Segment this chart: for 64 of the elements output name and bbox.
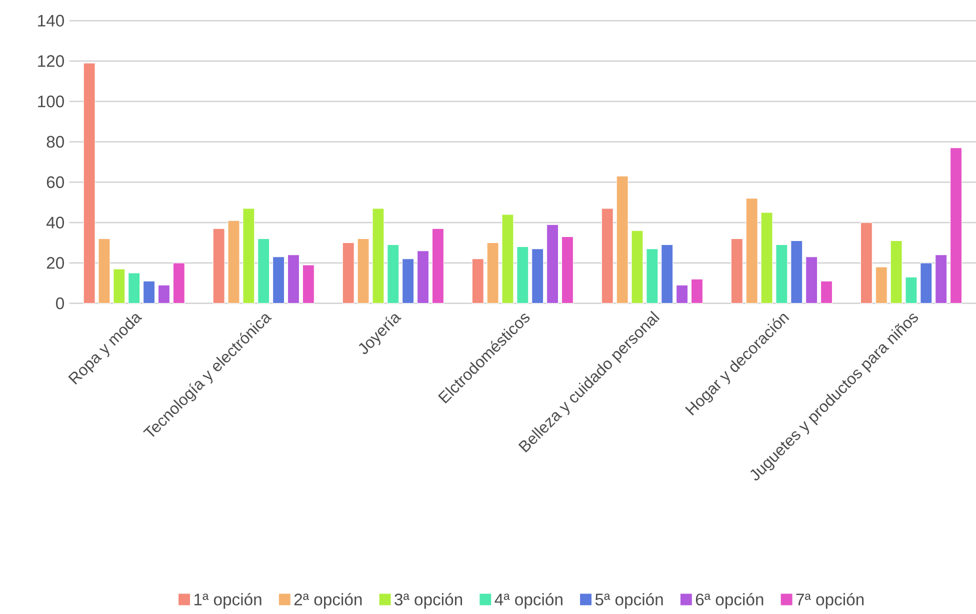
- bar: [372, 208, 384, 304]
- y-tick-label: 80: [46, 136, 64, 148]
- bar: [730, 238, 743, 304]
- legend-label: 3ª opción: [394, 592, 462, 609]
- bar: [143, 280, 156, 304]
- bar: [128, 272, 140, 304]
- y-tick-label: 120: [38, 55, 64, 67]
- legend-label: 7ª opción: [796, 592, 864, 609]
- bar: [806, 256, 818, 304]
- bar: [561, 236, 574, 304]
- bar: [98, 238, 110, 304]
- bar: [875, 266, 888, 304]
- legend-label: 6ª opción: [696, 592, 764, 609]
- bar: [432, 228, 444, 304]
- bar: [272, 256, 285, 304]
- bar: [83, 62, 96, 304]
- bar: [302, 264, 314, 304]
- y-tick-label: 140: [38, 14, 64, 27]
- bar: [760, 212, 773, 304]
- bar: [920, 262, 932, 304]
- bar: [387, 244, 400, 304]
- bar: [417, 250, 430, 304]
- bar: [935, 254, 948, 304]
- bar: [646, 248, 658, 304]
- bar: [472, 258, 484, 304]
- bar: [212, 228, 225, 304]
- bar: [790, 240, 803, 304]
- bar: [776, 244, 788, 304]
- y-tick-label: 60: [46, 176, 64, 188]
- y-tick-label: 100: [38, 96, 64, 108]
- bar: [287, 254, 300, 304]
- bar: [486, 242, 499, 304]
- bar: [516, 246, 529, 304]
- bar: [532, 248, 544, 304]
- bar: [258, 238, 270, 304]
- bar: [342, 242, 354, 304]
- legend-label: 1ª opción: [194, 592, 262, 609]
- legend-label: 2ª opción: [294, 592, 362, 609]
- bar: [616, 176, 628, 304]
- bar: [661, 244, 674, 304]
- y-tick-label: 0: [56, 297, 64, 310]
- bar: [690, 278, 703, 304]
- bar: [546, 224, 559, 304]
- bar: [820, 280, 833, 304]
- bar: [502, 214, 514, 304]
- bar: [172, 262, 185, 304]
- y-tick-label: 40: [46, 216, 64, 228]
- bar: [905, 276, 918, 304]
- legend-label: 5ª opción: [595, 592, 663, 609]
- bar: [113, 268, 126, 304]
- bar: [402, 258, 414, 304]
- y-tick-label: 20: [46, 257, 64, 269]
- bar: [601, 208, 614, 304]
- bar: [890, 240, 902, 304]
- legend-label: 4ª opción: [494, 592, 562, 609]
- bar: [676, 284, 688, 304]
- bar: [242, 208, 255, 304]
- bar: [860, 222, 872, 304]
- bar: [631, 230, 644, 304]
- bar: [746, 198, 758, 304]
- bar: [228, 220, 240, 304]
- bar: [158, 284, 170, 304]
- bar: [950, 148, 962, 304]
- bar: [357, 238, 370, 304]
